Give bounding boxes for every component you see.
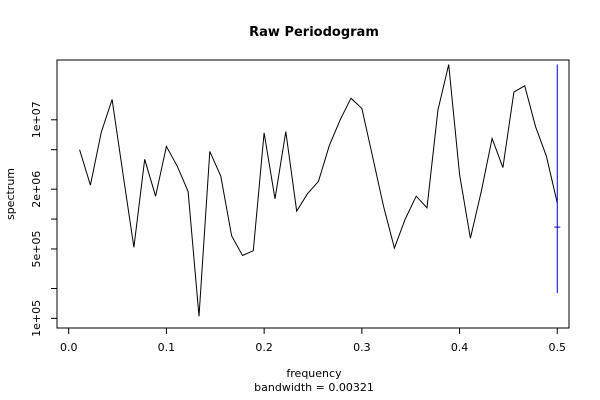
x-tick-label: 0.5 <box>549 341 567 354</box>
y-tick-label: 1e+05 <box>30 300 43 337</box>
x-axis-sublabel: bandwidth = 0.00321 <box>254 381 374 394</box>
y-tick-label: 2e+06 <box>30 171 43 208</box>
spectrum-series-line <box>79 64 558 317</box>
y-axis: 1e+05 5e+05 2e+06 1e+07 <box>30 101 58 337</box>
series-layer <box>79 64 558 317</box>
y-axis-label: spectrum <box>4 168 17 220</box>
confidence-bar <box>554 64 561 294</box>
x-tick-label: 0.1 <box>158 341 176 354</box>
chart-title: Raw Periodogram <box>249 25 379 40</box>
plot-frame <box>56 59 570 329</box>
x-tick-label: 0.4 <box>451 341 469 354</box>
x-tick-label: 0.2 <box>255 341 273 354</box>
y-tick-label: 1e+07 <box>30 101 43 138</box>
y-tick-label: 5e+05 <box>30 230 43 267</box>
x-axis-label: frequency <box>286 367 342 380</box>
x-axis: 0.0 0.1 0.2 0.3 0.4 0.5 <box>60 327 567 354</box>
x-tick-label: 0.3 <box>353 341 371 354</box>
x-tick-label: 0.0 <box>60 341 78 354</box>
